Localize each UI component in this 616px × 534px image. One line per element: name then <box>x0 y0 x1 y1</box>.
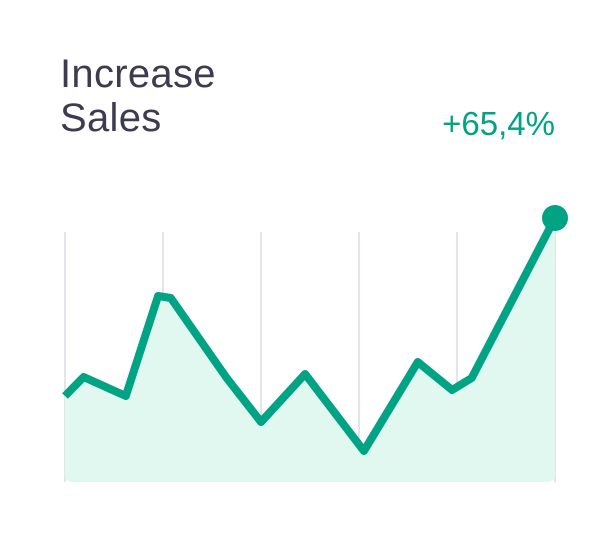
title-line-2: Sales <box>60 96 162 140</box>
end-point-marker <box>542 205 568 231</box>
title-line-1: Increase <box>60 52 216 96</box>
area-fill <box>65 218 555 482</box>
card-title: Increase Sales <box>60 52 216 140</box>
sales-line <box>62 216 559 455</box>
change-percentage: +65,4% <box>442 105 555 142</box>
